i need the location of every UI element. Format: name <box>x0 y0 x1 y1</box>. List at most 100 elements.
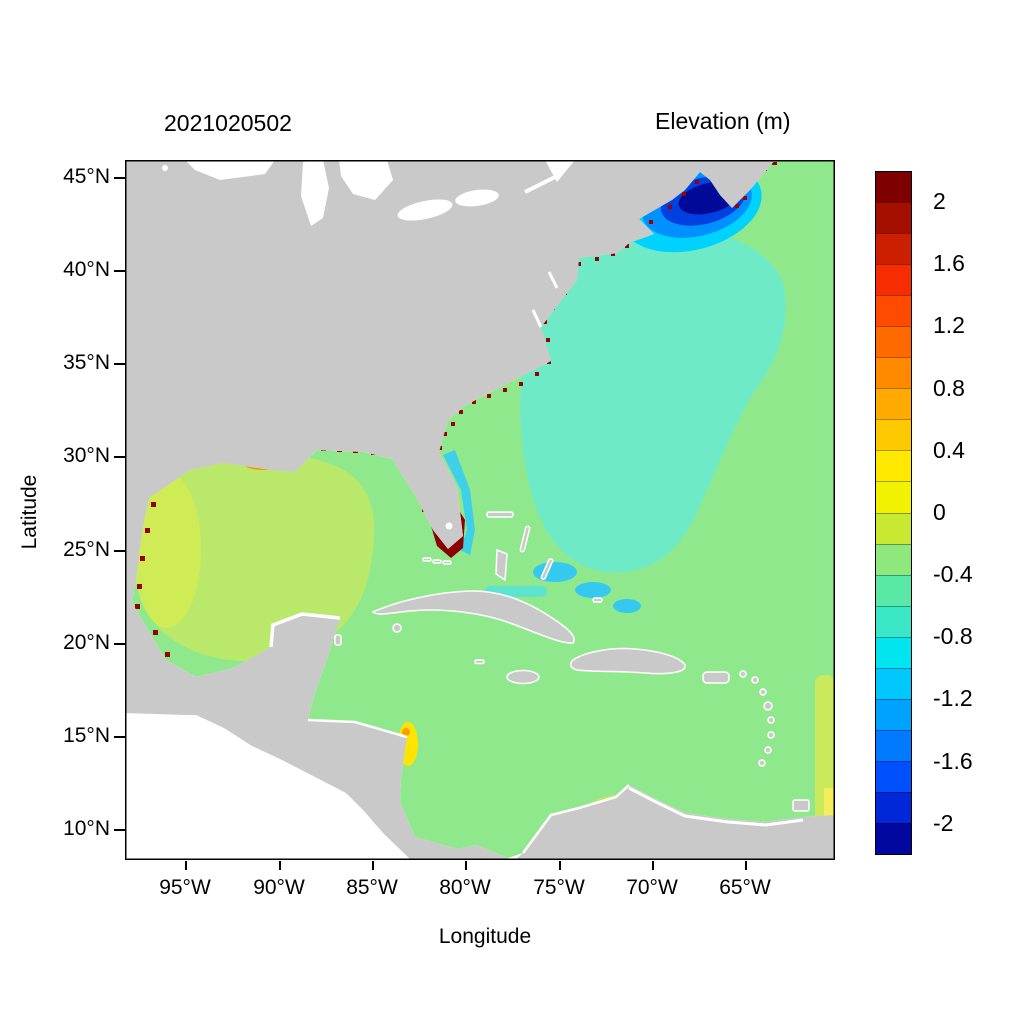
colorbar-segment <box>876 233 911 265</box>
colorbar-segment <box>876 388 911 420</box>
island-grand-bahama <box>486 511 514 518</box>
colorbar-label: -1.2 <box>933 685 973 711</box>
islands <box>334 511 810 812</box>
island-turks <box>592 597 603 603</box>
y-tick-mark <box>114 829 125 831</box>
x-axis-label: Longitude <box>438 925 532 948</box>
island-isla-juventud <box>392 623 402 633</box>
colorbar-segment <box>876 512 911 544</box>
island-long-island-bahamas <box>540 558 554 580</box>
x-tick-mark <box>465 861 467 870</box>
colorbar-label: -2 <box>933 810 954 836</box>
colorbar-segment <box>876 698 911 730</box>
lake-erie <box>397 199 453 221</box>
y-tick-label: 10°N <box>63 817 110 840</box>
y-tick-mark <box>114 550 125 552</box>
island-jamaica <box>506 669 540 685</box>
colorbar-label: -1.6 <box>933 748 973 774</box>
bahamas-cyan-patch <box>613 599 641 613</box>
y-tick-mark <box>114 270 125 272</box>
y-tick-mark <box>114 177 125 179</box>
colorbar <box>875 171 912 855</box>
run-id-title: 2021020502 <box>164 110 292 136</box>
x-tick-mark <box>185 861 187 870</box>
y-tick-mark <box>114 736 125 738</box>
colorbar-segment <box>876 822 911 855</box>
colorbar-segment <box>876 326 911 358</box>
island-cayman <box>474 659 485 665</box>
gulf-of-st-lawrence <box>545 160 575 182</box>
colorbar-label: 2 <box>933 188 946 214</box>
colorbar-gradient <box>876 172 911 855</box>
island-puerto-rico <box>702 671 730 684</box>
colorbar-label: -0.8 <box>933 623 973 649</box>
colorbar-segment <box>876 264 911 296</box>
y-tick-mark <box>114 456 125 458</box>
x-tick-label: 80°W <box>439 876 491 899</box>
colorbar-segment <box>876 481 911 513</box>
colorbar-segment <box>876 295 911 327</box>
island-eleuthera <box>519 525 531 553</box>
colorbar-segment <box>876 357 911 389</box>
colorbar-title: Elevation (m) <box>655 108 791 134</box>
colorbar-segment <box>876 636 911 668</box>
gulf-of-mexico-positive-region <box>135 448 375 662</box>
honduras-orange-core <box>402 728 410 736</box>
bahamas-cyan-patch <box>533 562 577 582</box>
lake-okeechobee <box>445 522 453 530</box>
y-tick-mark <box>114 643 125 645</box>
y-tick-label: 30°N <box>63 444 110 467</box>
nw-atlantic-negative-region <box>520 225 786 573</box>
x-tick-label: 75°W <box>533 876 585 899</box>
colorbar-segment <box>876 760 911 792</box>
x-tick-label: 95°W <box>159 876 211 899</box>
lesser-antilles-arc <box>739 670 775 767</box>
colorbar-label: -0.4 <box>933 561 973 587</box>
island-hispaniola <box>569 647 686 675</box>
map-plot <box>125 160 835 860</box>
bahamas-cyan-patch <box>575 582 611 598</box>
colorbar-label: 1.2 <box>933 312 965 338</box>
y-tick-label: 25°N <box>63 538 110 561</box>
colorbar-segment <box>876 574 911 606</box>
lake-michigan <box>301 160 329 226</box>
land-north-america <box>125 160 775 860</box>
lake-ontario <box>455 189 499 207</box>
colorbar-segment <box>876 172 911 203</box>
no-data-fringes <box>269 174 804 854</box>
island-cuba <box>371 590 575 644</box>
y-tick-label: 40°N <box>63 258 110 281</box>
plot-frame <box>125 160 835 860</box>
y-tick-mark <box>114 363 125 365</box>
y-tick-label: 45°N <box>63 165 110 188</box>
x-tick-label: 70°W <box>626 876 678 899</box>
colorbar-label: 0.4 <box>933 437 965 463</box>
lake-huron <box>339 160 393 200</box>
colorbar-label: 1.6 <box>933 250 965 276</box>
island-cozumel <box>334 634 342 646</box>
x-tick-mark <box>279 861 281 870</box>
x-tick-mark <box>372 861 374 870</box>
elevation-map-svg <box>125 160 835 860</box>
colorbar-segment <box>876 605 911 637</box>
x-tick-label: 85°W <box>346 876 398 899</box>
y-tick-label: 15°N <box>63 724 110 747</box>
lake-superior <box>185 160 275 180</box>
island-andros <box>495 548 508 582</box>
colorbar-segment <box>876 729 911 761</box>
x-tick-label: 65°W <box>719 876 771 899</box>
inland-white-patch <box>162 165 168 171</box>
colorbar-segment <box>876 419 911 451</box>
x-tick-label: 90°W <box>253 876 305 899</box>
x-tick-mark <box>652 861 654 870</box>
x-tick-mark <box>745 861 747 870</box>
colorbar-segment <box>876 450 911 482</box>
y-tick-label: 35°N <box>63 351 110 374</box>
x-tick-mark <box>559 861 561 870</box>
colorbar-segment <box>876 202 911 234</box>
colorbar-label: 0.8 <box>933 375 965 401</box>
colorbar-segment <box>876 667 911 699</box>
island-trinidad <box>792 799 810 812</box>
colorbar-segment <box>876 543 911 575</box>
